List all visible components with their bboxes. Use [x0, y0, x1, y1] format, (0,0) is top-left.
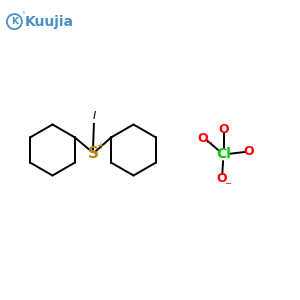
Text: S: S	[88, 146, 98, 160]
Text: O: O	[217, 172, 227, 185]
Text: Cl: Cl	[216, 148, 231, 161]
Text: O: O	[198, 131, 208, 145]
Text: °: °	[21, 13, 25, 19]
Text: −: −	[224, 179, 231, 188]
Text: I: I	[92, 111, 95, 121]
Text: O: O	[244, 145, 254, 158]
Text: O: O	[218, 122, 229, 136]
Text: −: −	[205, 138, 212, 147]
Text: K: K	[11, 17, 18, 26]
Text: +: +	[97, 141, 104, 152]
Text: Kuujia: Kuujia	[25, 15, 74, 28]
